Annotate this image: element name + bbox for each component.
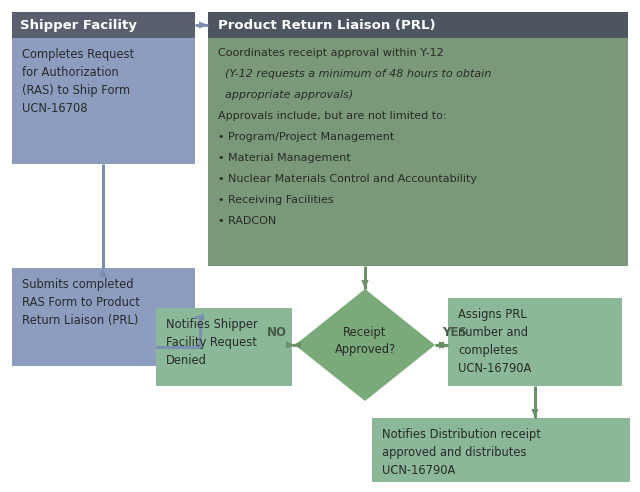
Polygon shape [435,341,444,349]
Text: • Material Management: • Material Management [218,153,351,163]
Polygon shape [292,341,301,349]
Bar [12,38,195,164]
Text: • RADCON: • RADCON [218,216,276,226]
Polygon shape [286,341,295,349]
Text: Receipt
Approved?: Receipt Approved? [335,326,396,356]
Text: appropriate approvals): appropriate approvals) [218,90,353,100]
Polygon shape [195,313,204,321]
Bar [208,38,628,266]
Text: • Nuclear Materials Control and Accountability: • Nuclear Materials Control and Accounta… [218,174,477,184]
Text: Submits completed
RAS Form to Product
Return Liaison (PRL): Submits completed RAS Form to Product Re… [22,278,140,327]
Text: Completes Request
for Authorization
(RAS) to Ship Form
UCN-16708: Completes Request for Authorization (RAS… [22,48,134,115]
Bar [208,12,628,38]
Text: (Y-12 requests a minimum of 48 hours to obtain: (Y-12 requests a minimum of 48 hours to … [218,69,492,79]
Text: Product Return Liaison (PRL): Product Return Liaison (PRL) [218,19,436,31]
Bar [448,298,622,386]
Text: YES: YES [443,327,467,339]
Text: Assigns PRL
number and
completes
UCN-16790A: Assigns PRL number and completes UCN-167… [458,308,531,375]
Bar [156,308,292,386]
Polygon shape [99,268,107,277]
Text: Notifies Shipper
Facility Request
Denied: Notifies Shipper Facility Request Denied [166,318,258,367]
Bar [12,12,195,38]
Text: Shipper Facility: Shipper Facility [20,19,137,31]
Text: Coordinates receipt approval within Y-12: Coordinates receipt approval within Y-12 [218,48,444,58]
Polygon shape [199,21,208,29]
Polygon shape [295,289,435,401]
Bar [12,268,195,366]
Polygon shape [531,409,539,418]
Polygon shape [362,280,369,289]
Bar [372,418,630,482]
Text: Approvals include, but are not limited to:: Approvals include, but are not limited t… [218,111,447,121]
Text: NO: NO [267,327,287,339]
Text: • Receiving Facilities: • Receiving Facilities [218,195,333,205]
Polygon shape [439,341,448,349]
Text: Notifies Distribution receipt
approved and distributes
UCN-16790A: Notifies Distribution receipt approved a… [382,428,541,477]
Text: • Program/Project Management: • Program/Project Management [218,132,394,142]
